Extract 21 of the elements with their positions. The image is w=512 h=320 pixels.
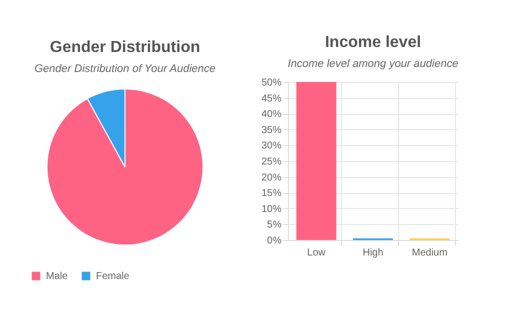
legend-label: Female [96, 271, 130, 282]
y-tick-label: 0% [267, 236, 282, 246]
y-tick-label: 40% [261, 109, 282, 120]
y-tick-label: 10% [261, 204, 282, 215]
x-tick-label: Low [307, 248, 326, 258]
chart-subtitle: Gender Distribution of Your Audience [34, 63, 216, 75]
chart-title: Gender Distribution [50, 39, 200, 56]
y-tick-label: 5% [267, 220, 282, 231]
y-tick-label: 35% [261, 124, 282, 136]
chart-title: Income level [324, 34, 422, 51]
x-tick-label: High [362, 248, 384, 258]
chart-subtitle: Income level among your audience [288, 58, 458, 70]
pie-slice [46, 88, 204, 246]
legend-label: Male [46, 271, 68, 282]
y-tick-label: 45% [261, 93, 282, 104]
x-tick-label: Medium [412, 248, 448, 258]
y-tick-label: 20% [261, 172, 282, 184]
y-tick-label: 15% [261, 188, 282, 200]
y-tick-label: 25% [261, 156, 282, 168]
y-tick-label: 30% [261, 140, 282, 152]
y-tick-label: 50% [261, 78, 282, 88]
